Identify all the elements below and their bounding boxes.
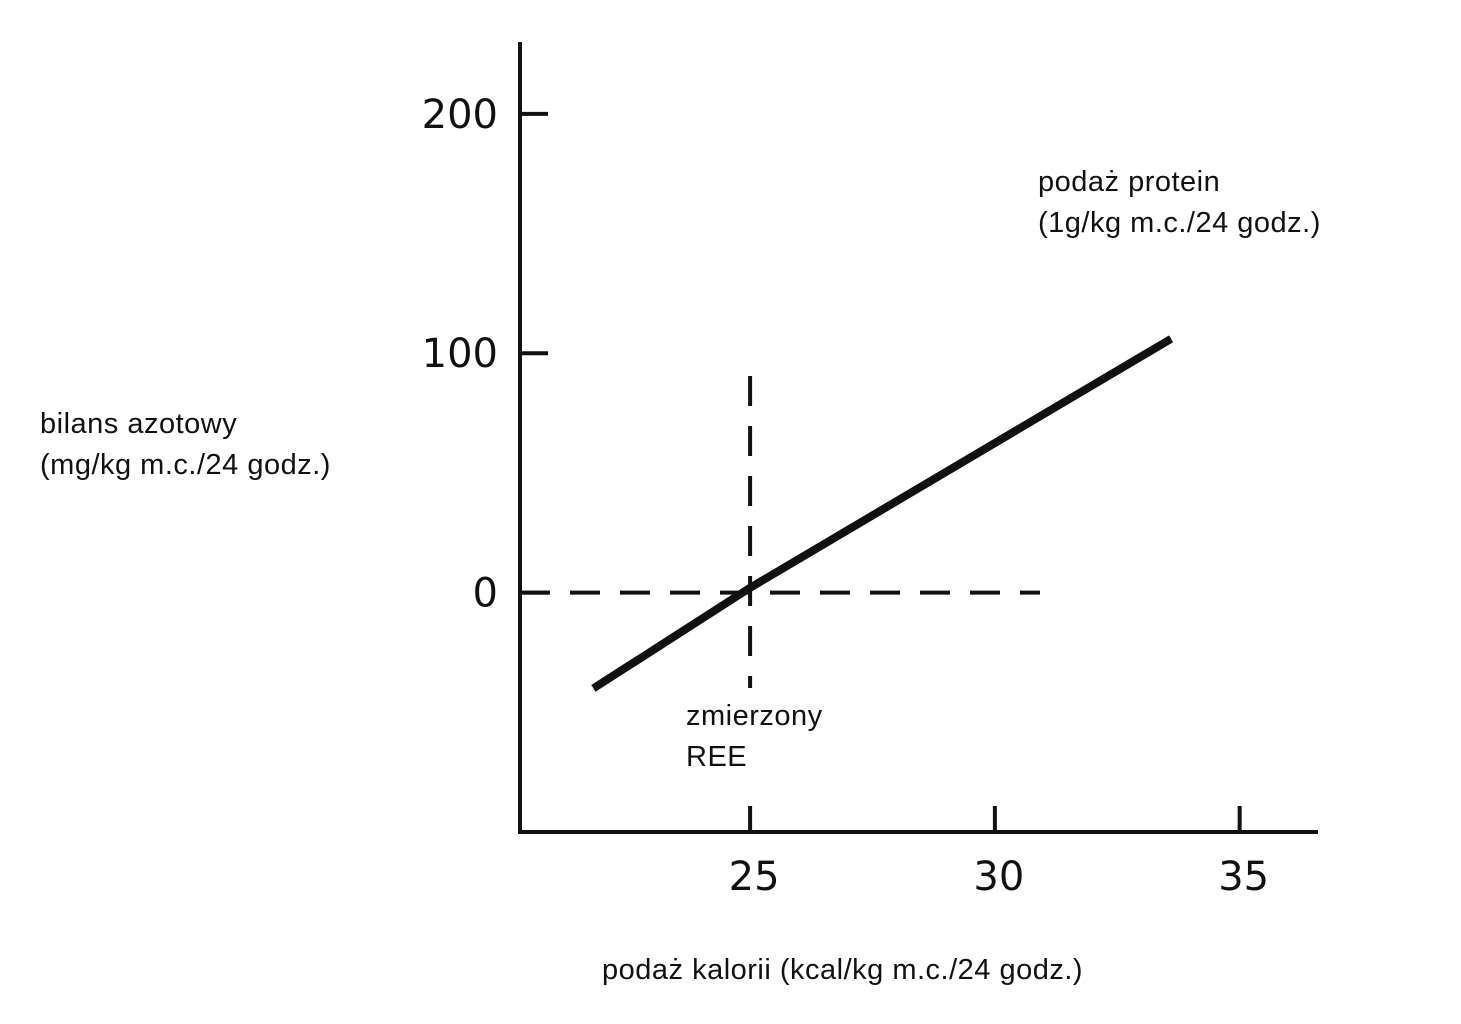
ree-annotation: zmierzony REE bbox=[686, 696, 823, 778]
y-tick-label-200: 200 bbox=[422, 92, 498, 138]
x-tick-label-35: 35 bbox=[1218, 854, 1269, 900]
tick-labels: 0 100 200 25 30 35 bbox=[422, 92, 1269, 900]
x-axis-label: podaż kalorii (kcal/kg m.c./24 godz.) bbox=[602, 954, 1084, 986]
y-tick-label-100: 100 bbox=[422, 331, 498, 377]
series-annotation: podaż protein (1g/kg m.c./24 godz.) bbox=[1038, 162, 1321, 244]
y-axis-label-line-1: bilans azotowy bbox=[40, 408, 238, 440]
ree-annotation-line-1: zmierzony bbox=[686, 700, 823, 732]
series-annotation-line-2: (1g/kg m.c./24 godz.) bbox=[1038, 207, 1321, 239]
y-axis-label: bilans azotowy (mg/kg m.c./24 godz.) bbox=[40, 404, 331, 486]
ree-annotation-line-2: REE bbox=[686, 741, 748, 773]
series-line-0 bbox=[591, 335, 1174, 692]
axes bbox=[518, 42, 1318, 834]
y-tick-label-0: 0 bbox=[473, 571, 498, 617]
series-annotation-line-1: podaż protein bbox=[1038, 166, 1221, 198]
series-lines bbox=[591, 335, 1174, 692]
x-tick-label-30: 30 bbox=[973, 854, 1024, 900]
y-axis-label-line-2: (mg/kg m.c./24 godz.) bbox=[40, 449, 331, 481]
x-tick-label-25: 25 bbox=[729, 854, 780, 900]
reference-lines bbox=[520, 376, 1040, 688]
